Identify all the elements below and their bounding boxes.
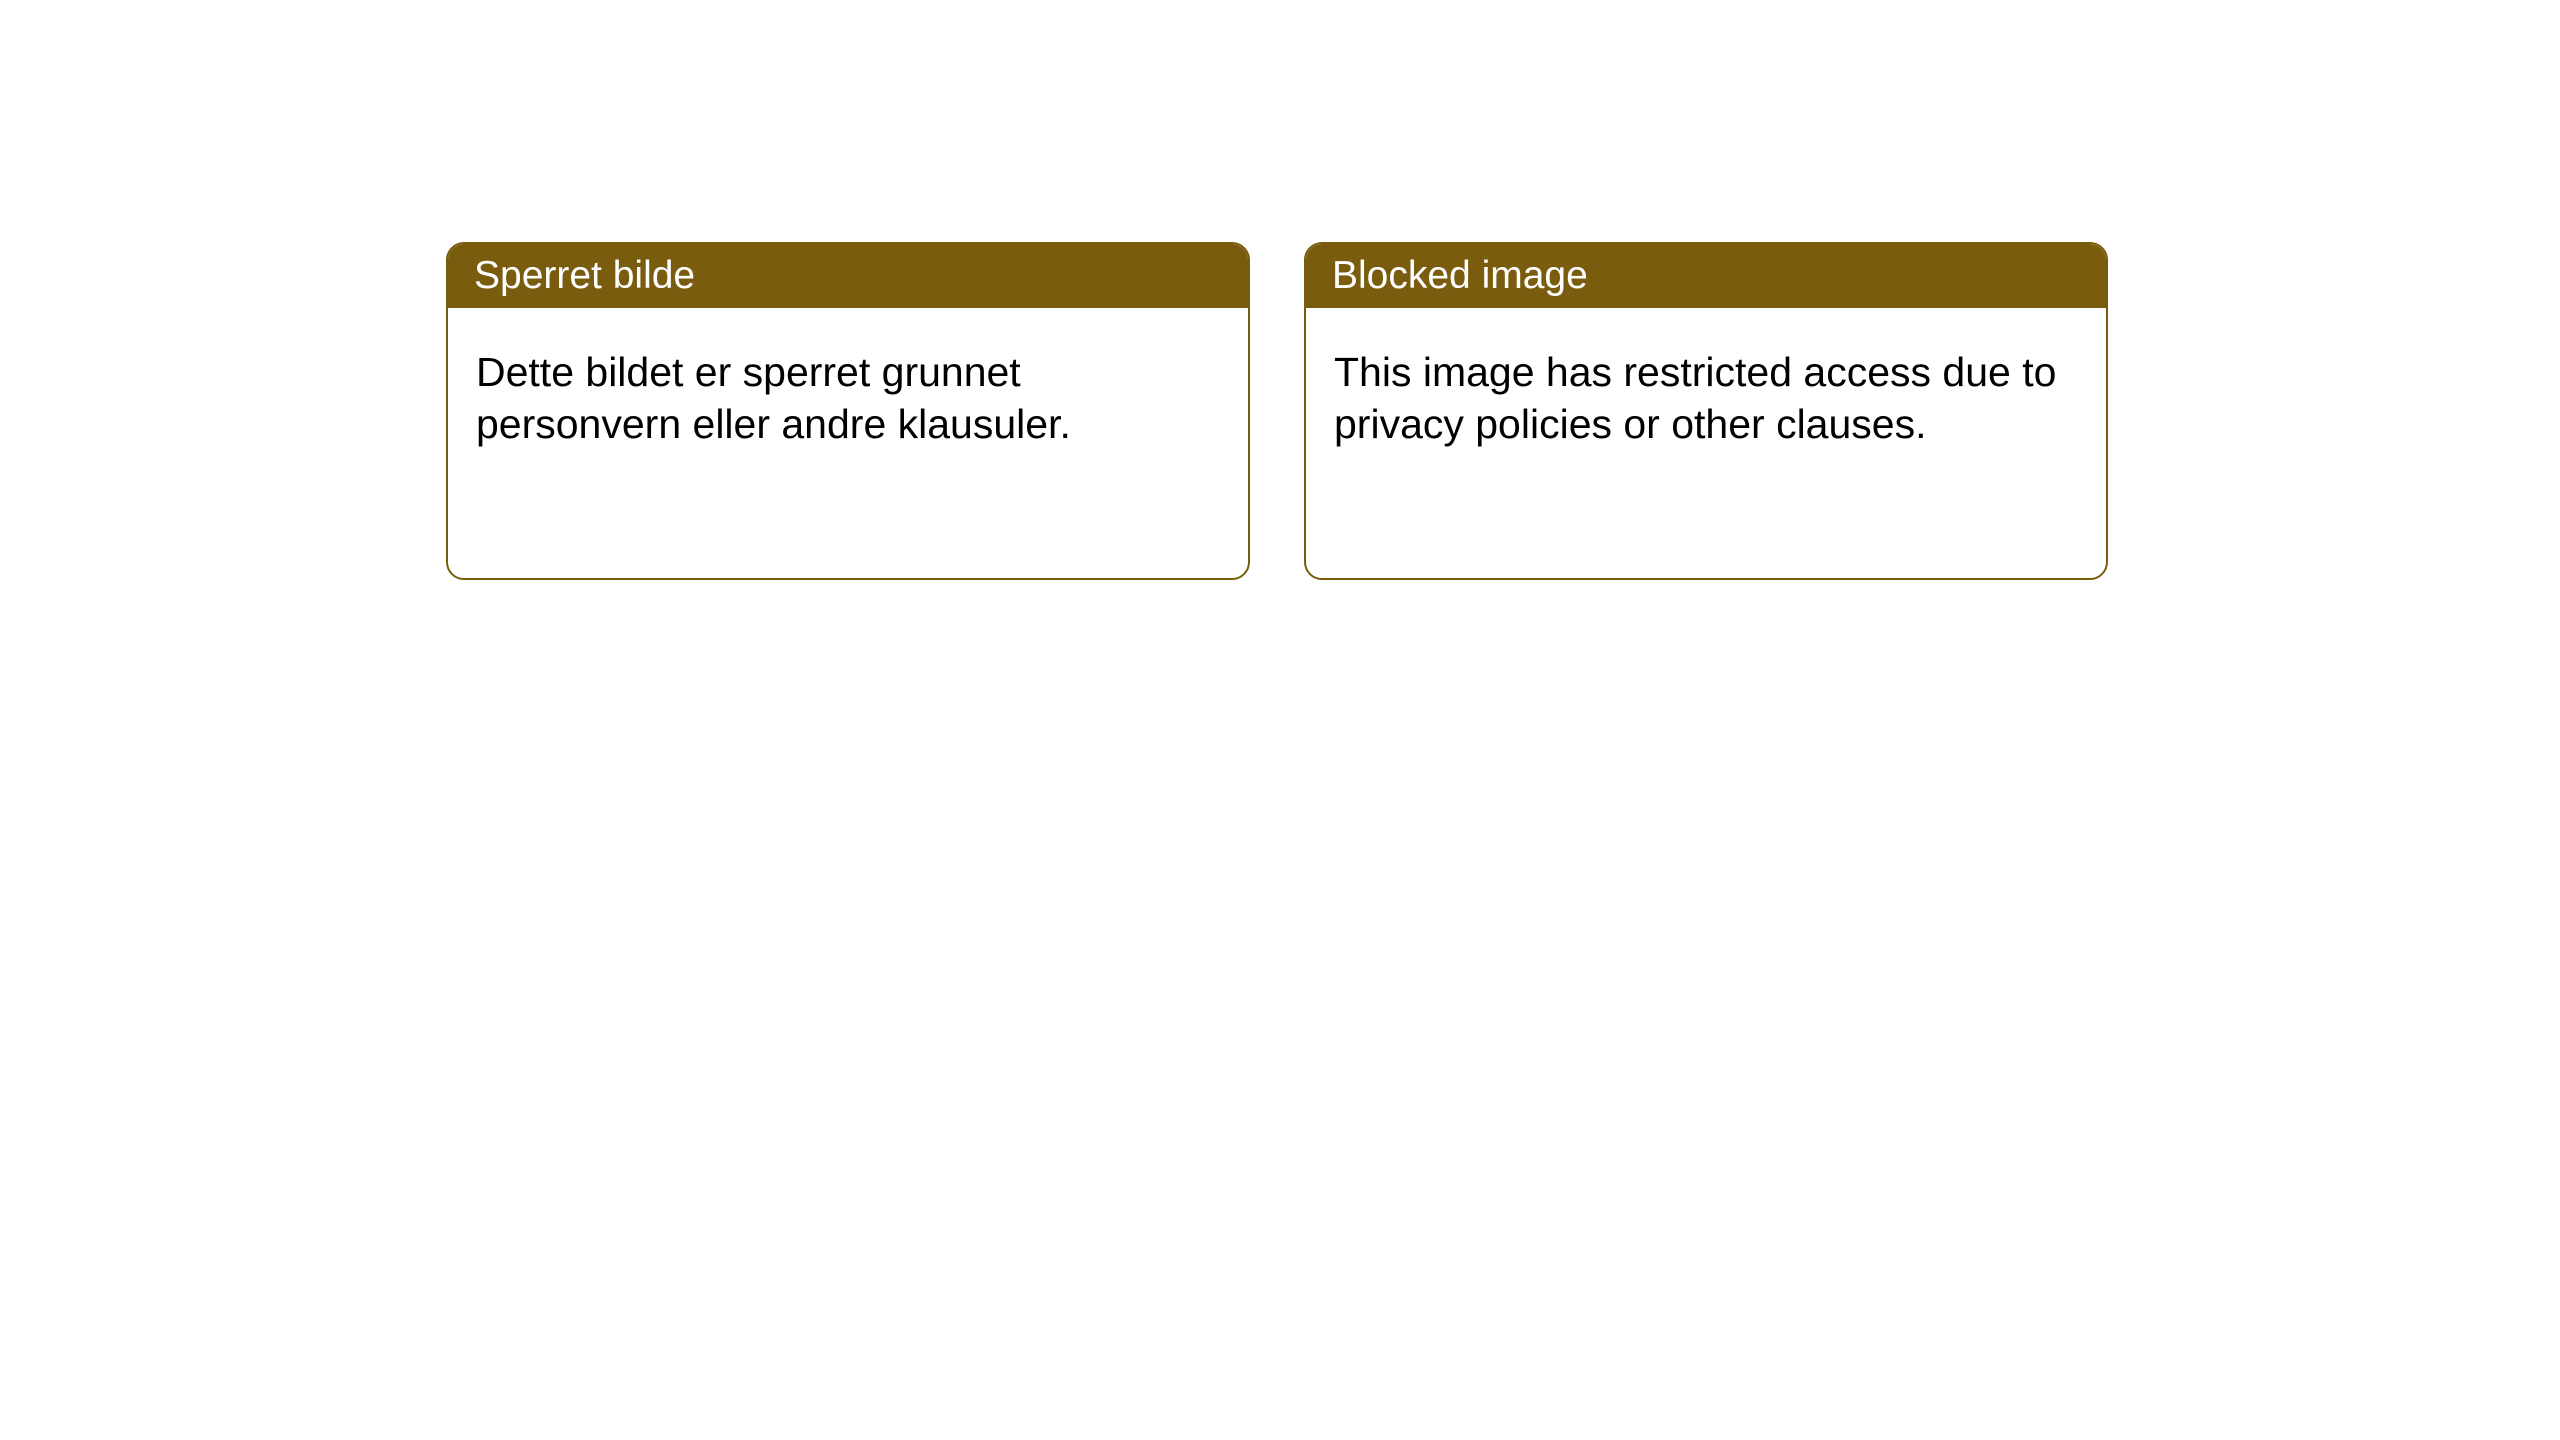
notice-container: Sperret bilde Dette bildet er sperret gr… [0,0,2560,580]
card-header-en: Blocked image [1306,244,2106,308]
blocked-image-card-no: Sperret bilde Dette bildet er sperret gr… [446,242,1250,580]
card-text-en: This image has restricted access due to … [1334,349,2056,447]
card-header-no: Sperret bilde [448,244,1248,308]
card-title-en: Blocked image [1332,254,1588,297]
card-title-no: Sperret bilde [474,254,695,297]
card-body-en: This image has restricted access due to … [1306,308,2106,489]
blocked-image-card-en: Blocked image This image has restricted … [1304,242,2108,580]
card-text-no: Dette bildet er sperret grunnet personve… [476,349,1071,447]
card-body-no: Dette bildet er sperret grunnet personve… [448,308,1248,489]
